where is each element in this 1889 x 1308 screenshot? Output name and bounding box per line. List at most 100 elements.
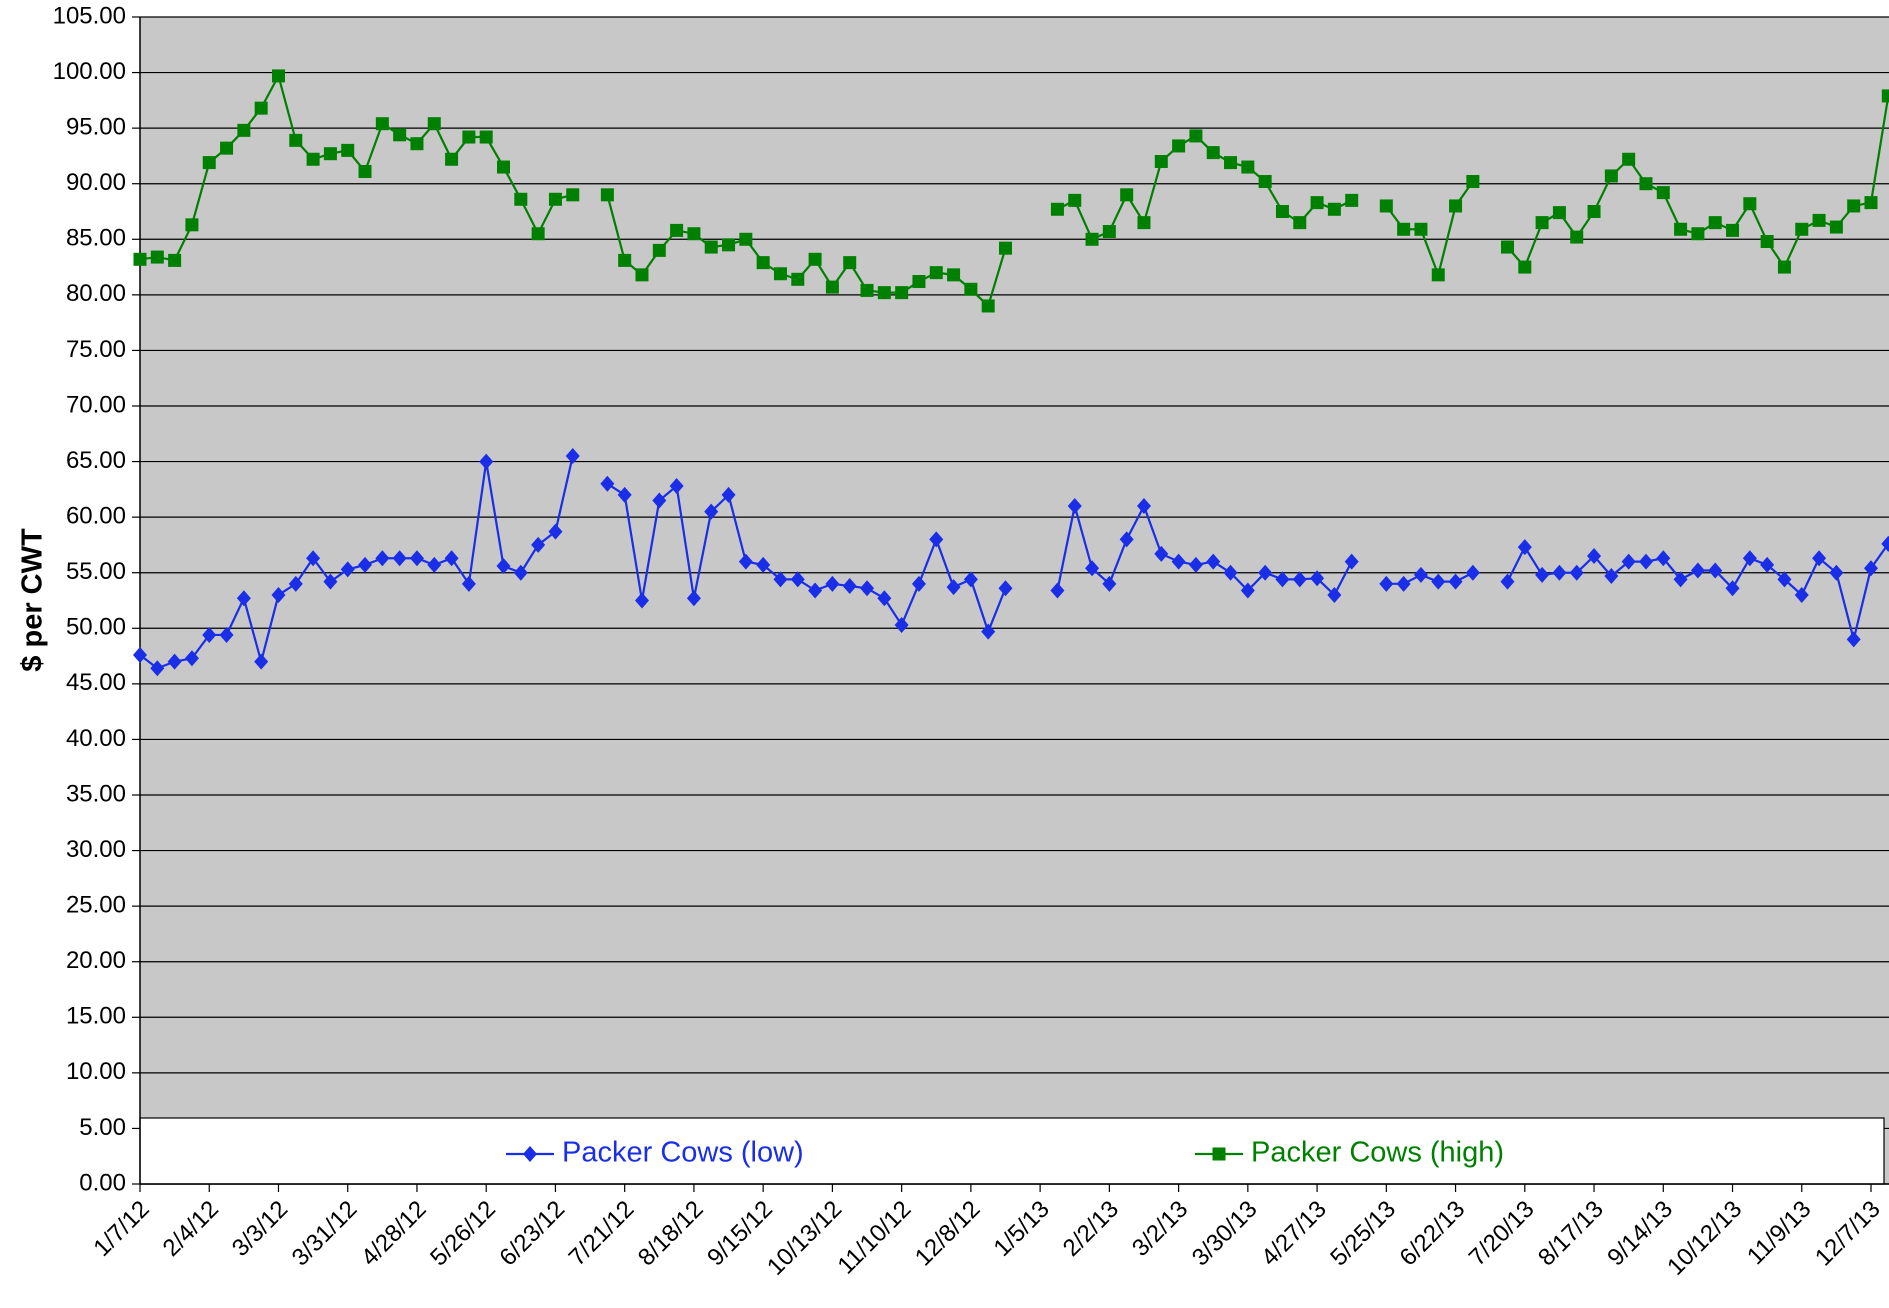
marker <box>513 564 528 581</box>
marker <box>1570 230 1584 244</box>
marker <box>1085 560 1100 577</box>
x-tick-label: 7/21/12 <box>564 1196 640 1272</box>
marker <box>999 241 1012 255</box>
x-tick-label: 3/31/12 <box>287 1196 363 1272</box>
marker <box>1258 174 1272 188</box>
marker <box>1050 582 1065 599</box>
y-tick-label: 0.00 <box>79 1169 126 1196</box>
marker <box>289 133 303 147</box>
marker <box>306 152 320 166</box>
x-tick-label: 12/8/12 <box>910 1196 986 1272</box>
marker <box>1241 160 1255 174</box>
x-tick-label: 8/17/13 <box>1533 1196 1609 1272</box>
marker <box>1414 222 1428 236</box>
marker <box>1760 556 1775 573</box>
y-tick-label: 50.00 <box>66 614 126 641</box>
marker <box>1448 573 1463 590</box>
marker <box>444 550 459 567</box>
marker <box>523 1146 537 1162</box>
y-tick-label: 80.00 <box>66 280 126 307</box>
y-tick-label: 85.00 <box>66 225 126 252</box>
marker <box>1310 196 1324 210</box>
x-tick-label: 3/30/13 <box>1187 1196 1263 1272</box>
marker <box>1881 535 1889 552</box>
marker <box>1293 216 1307 230</box>
marker <box>1604 568 1619 585</box>
marker <box>1552 564 1567 581</box>
marker <box>1691 227 1705 241</box>
marker <box>1327 586 1342 603</box>
marker <box>1500 573 1515 590</box>
x-tick-label: 11/9/13 <box>1742 1196 1816 1270</box>
y-axis-label: $ per CWT <box>17 528 49 672</box>
marker <box>133 252 147 266</box>
marker <box>1344 553 1359 570</box>
marker <box>219 626 234 643</box>
marker <box>409 550 424 567</box>
marker <box>618 253 632 267</box>
marker <box>738 553 753 570</box>
y-tick-label: 30.00 <box>66 836 126 863</box>
marker <box>1517 539 1532 556</box>
marker <box>514 192 528 206</box>
marker <box>1240 582 1255 599</box>
x-tick-label: 10/13/12 <box>762 1196 847 1281</box>
marker <box>635 268 649 282</box>
y-tick-label: 60.00 <box>66 502 126 529</box>
marker <box>790 571 805 588</box>
y-tick-label: 10.00 <box>66 1058 126 1085</box>
x-tick-label: 6/23/12 <box>494 1196 570 1272</box>
marker <box>1708 562 1723 579</box>
marker <box>877 590 892 607</box>
marker <box>496 558 511 575</box>
x-tick-label: 5/25/13 <box>1325 1196 1401 1272</box>
marker <box>877 286 891 300</box>
marker <box>860 580 875 597</box>
marker <box>427 117 441 131</box>
marker <box>1604 169 1618 183</box>
marker <box>323 573 338 590</box>
marker <box>652 243 666 257</box>
x-tick-label: 3/3/12 <box>227 1196 293 1262</box>
marker <box>686 590 701 607</box>
marker <box>1500 240 1514 254</box>
marker <box>1120 188 1134 202</box>
marker <box>1212 1147 1226 1161</box>
marker <box>1431 573 1446 590</box>
marker <box>1864 560 1878 577</box>
x-tick-label: 10/12/13 <box>1662 1196 1747 1281</box>
marker <box>843 256 857 270</box>
marker <box>531 536 546 553</box>
x-tick-label: 2/4/12 <box>158 1196 224 1262</box>
marker <box>1847 199 1861 213</box>
marker <box>202 626 217 643</box>
marker <box>341 143 355 157</box>
y-tick-label: 15.00 <box>66 1003 126 1030</box>
marker <box>1188 556 1203 573</box>
marker <box>1413 566 1428 583</box>
marker <box>895 286 909 300</box>
x-tick-label: 8/18/12 <box>633 1196 709 1272</box>
x-tick-label: 12/7/13 <box>1810 1196 1886 1272</box>
marker <box>254 101 268 115</box>
marker <box>963 571 978 588</box>
marker <box>1137 216 1151 230</box>
marker <box>721 486 736 503</box>
marker <box>652 492 667 509</box>
y-tick-label: 25.00 <box>66 891 126 918</box>
marker <box>1587 548 1602 565</box>
marker <box>1102 575 1117 592</box>
marker <box>1569 564 1584 581</box>
marker <box>358 164 372 178</box>
marker <box>1881 89 1889 103</box>
x-tick-label: 3/2/13 <box>1127 1196 1193 1262</box>
marker <box>375 550 390 567</box>
marker <box>479 130 493 144</box>
y-tick-label: 90.00 <box>66 169 126 196</box>
y-tick-label: 70.00 <box>66 391 126 418</box>
marker <box>911 575 926 592</box>
marker <box>1172 139 1186 153</box>
marker <box>1397 222 1411 236</box>
marker <box>1760 235 1774 249</box>
marker <box>704 240 718 254</box>
